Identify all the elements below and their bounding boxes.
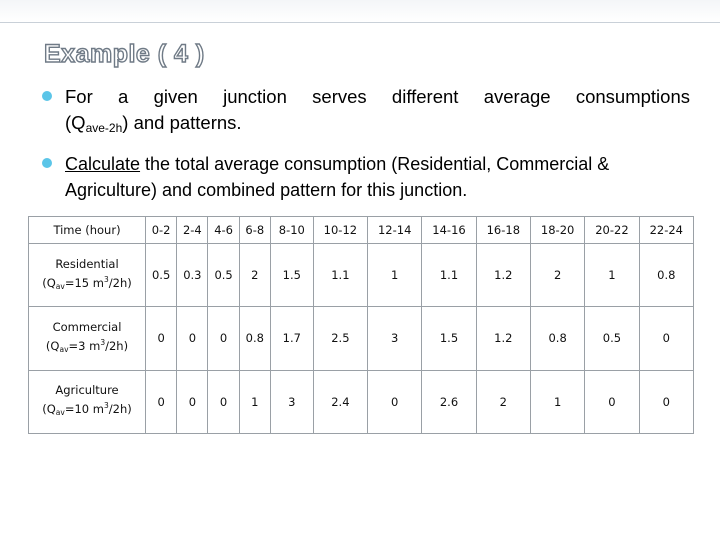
table-cell: 0.5: [584, 306, 640, 371]
table-cell: 1.7: [269, 306, 314, 371]
table-cell: 1.2: [475, 306, 531, 371]
row-flow: (Qav=3 m3/2h): [45, 337, 129, 354]
table-cell: 1: [584, 242, 640, 308]
slide-title: Example ( 4 ): [43, 39, 205, 68]
time-column-header: 22-24: [638, 216, 695, 244]
time-column-header: 14-16: [421, 216, 477, 244]
time-column-header: 0-2: [144, 216, 178, 244]
table-cell: 0: [367, 369, 423, 435]
row-label: Agriculture (Qav=10 m3/2h): [28, 369, 146, 435]
table-cell: 1.5: [421, 306, 477, 371]
flow-subscript: av: [59, 344, 69, 354]
time-column-header: 10-12: [312, 216, 369, 244]
table-cell: 3: [367, 306, 423, 371]
table-cell: 0: [144, 306, 178, 371]
row-label: Commercial (Qav=3 m3/2h): [28, 306, 146, 371]
table-cell: 2.4: [312, 369, 369, 435]
table-cell: 1.1: [421, 242, 477, 308]
table-cell: 1: [238, 369, 271, 435]
flow-superscript: 3: [103, 274, 109, 284]
table-cell: 0: [207, 369, 240, 435]
table-cell: 0: [638, 306, 695, 371]
table-cell: 0.8: [638, 242, 695, 308]
bullet-2-text: the total average consumption (Residenti…: [65, 154, 610, 200]
time-column-header: 6-8: [238, 216, 271, 244]
table-cell: 0.8: [529, 306, 586, 371]
consumption-table: Time (hour) 0-2 2-4 4-6 6-8 8-10 10-12 12-14 14-…: [28, 216, 695, 435]
table-cell: 1.5: [269, 242, 314, 308]
table-cell: 0: [207, 306, 240, 371]
bullet-list: For a given junction serves different av…: [40, 84, 690, 203]
bullet-1-line1: For a given junction serves different av…: [65, 86, 690, 107]
flow-subscript: av: [55, 281, 65, 291]
time-column-header: 20-22: [584, 216, 640, 244]
q-subscript: ave-2h: [85, 121, 123, 135]
table-cell: 1.2: [475, 242, 531, 308]
table-cell: 0.8: [238, 306, 271, 371]
table-cell: 0: [638, 369, 695, 435]
time-column-header: 8-10: [269, 216, 314, 244]
time-column-header: 2-4: [176, 216, 209, 244]
header-label: Time (hour): [28, 216, 146, 244]
table-row: Residential (Qav=15 m3/2h) 0.5 0.3 0.5 2 1.5 1.…: [28, 242, 695, 308]
time-column-header: 4-6: [207, 216, 240, 244]
bullet-dot-icon: [42, 158, 52, 168]
bullet-dot-icon: [42, 91, 52, 101]
table-cell: 0: [584, 369, 640, 435]
flow-superscript: 3: [100, 337, 106, 347]
flow-subscript: av: [55, 408, 65, 418]
table-cell: 0.3: [176, 242, 209, 308]
calculate-word: Calculate: [65, 154, 141, 174]
table-cell: 2.5: [312, 306, 369, 371]
time-column-header: 18-20: [529, 216, 586, 244]
time-column-header: 12-14: [367, 216, 423, 244]
table-cell: 1: [529, 369, 586, 435]
row-name: Commercial: [52, 319, 122, 334]
table-cell: 0: [176, 369, 209, 435]
table-cell: 2: [475, 369, 531, 435]
bullet-2: Calculate the total average consumption …: [40, 151, 690, 203]
bullet-1-line2: (Qave-2h) and patterns.: [65, 112, 242, 135]
flow-superscript: 3: [103, 401, 109, 411]
table-header-row: Time (hour) 0-2 2-4 4-6 6-8 8-10 10-12 12-14 14-…: [28, 216, 695, 244]
table-cell: 1: [367, 242, 423, 308]
table-cell: 2.6: [421, 369, 477, 435]
row-name: Agriculture: [55, 383, 119, 398]
row-flow: (Qav=10 m3/2h): [42, 401, 132, 418]
table-cell: 0.5: [207, 242, 240, 308]
table-cell: 0: [144, 369, 178, 435]
time-column-header: 16-18: [475, 216, 531, 244]
table-row: Agriculture (Qav=10 m3/2h) 0 0 0 1 3 2.4 0 2.6 2 1 0…: [28, 369, 695, 435]
table-row: Commercial (Qav=3 m3/2h) 0 0 0 0.8 1.7 2.5 3 1.5 1…: [28, 306, 695, 371]
table-cell: 0.5: [144, 242, 178, 308]
table-cell: 2: [529, 242, 586, 308]
bullet-1: For a given junction serves different av…: [40, 84, 690, 141]
table-cell: 2: [238, 242, 271, 308]
row-label: Residential (Qav=15 m3/2h): [28, 242, 146, 308]
row-flow: (Qav=15 m3/2h): [42, 274, 132, 291]
table-cell: 3: [269, 369, 314, 435]
row-name: Residential: [55, 256, 119, 271]
top-band: [0, 0, 720, 23]
table-cell: 0: [176, 306, 209, 371]
table-cell: 1.1: [312, 242, 369, 308]
